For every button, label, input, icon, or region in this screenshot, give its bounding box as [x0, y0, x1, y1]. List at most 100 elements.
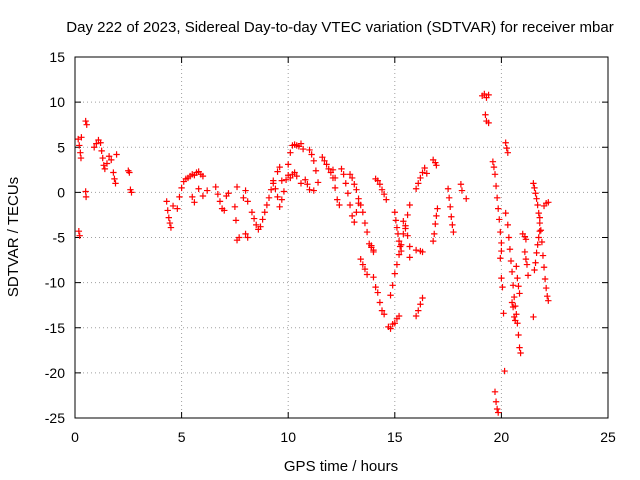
data-point — [533, 249, 540, 257]
data-point — [535, 234, 542, 241]
data-point — [253, 221, 260, 229]
data-point — [285, 161, 292, 168]
data-point — [448, 213, 455, 220]
data-point — [214, 190, 222, 198]
data-point — [397, 247, 405, 255]
data-point — [493, 405, 501, 413]
data-point — [495, 409, 502, 416]
data-point — [498, 274, 505, 282]
data-point — [395, 237, 403, 245]
data-point — [165, 214, 173, 221]
data-point — [167, 224, 175, 231]
data-point — [361, 265, 369, 273]
data-point — [128, 189, 135, 196]
data-point — [353, 186, 360, 193]
data-point — [164, 207, 171, 214]
data-point — [490, 163, 498, 171]
data-point — [112, 180, 119, 187]
data-point — [319, 153, 326, 161]
data-point — [240, 194, 247, 201]
data-point — [421, 164, 428, 172]
data-point — [370, 274, 377, 281]
data-point — [419, 294, 426, 302]
data-point — [536, 227, 543, 235]
data-point — [83, 121, 90, 128]
data-point — [235, 234, 243, 241]
data-point — [336, 201, 343, 209]
data-point — [310, 187, 317, 194]
data-point — [517, 349, 524, 357]
data-point — [502, 139, 509, 146]
data-point — [534, 241, 541, 248]
data-point — [412, 185, 420, 192]
data-point — [378, 186, 386, 193]
data-point — [293, 172, 300, 180]
data-point — [342, 180, 349, 187]
data-point — [212, 183, 219, 191]
data-point — [530, 180, 537, 187]
data-point — [530, 313, 537, 321]
data-point — [387, 325, 394, 332]
data-point — [321, 157, 328, 164]
data-point — [357, 201, 364, 209]
data-point — [540, 264, 548, 271]
y-tick-label: -15 — [45, 320, 65, 336]
data-point — [457, 181, 465, 188]
data-point — [536, 214, 543, 221]
data-point — [82, 193, 90, 201]
data-point — [415, 180, 422, 187]
data-point — [505, 234, 513, 241]
data-point — [449, 221, 456, 229]
data-point — [280, 188, 288, 195]
data-point — [353, 209, 360, 216]
chart-title: Day 222 of 2023, Sidereal Day-to-day VTE… — [66, 19, 613, 36]
data-point — [359, 209, 367, 216]
data-point — [395, 251, 403, 258]
data-point — [97, 139, 104, 146]
data-point — [178, 184, 185, 192]
data-point — [501, 367, 508, 375]
x-tick-label: 15 — [387, 429, 403, 445]
data-point — [522, 236, 530, 243]
data-point — [537, 227, 545, 234]
data-point — [282, 176, 290, 183]
data-point — [191, 199, 198, 206]
data-point — [225, 190, 232, 197]
data-point — [536, 219, 543, 227]
data-point — [108, 156, 115, 164]
data-point — [539, 252, 547, 259]
data-point — [396, 243, 404, 250]
data-point — [376, 181, 384, 188]
x-tick-label: 10 — [280, 429, 296, 445]
data-point — [406, 254, 413, 261]
data-point — [75, 227, 83, 235]
x-tick-label: 25 — [600, 429, 616, 445]
data-point — [392, 217, 400, 224]
data-point — [216, 198, 224, 205]
data-point — [287, 149, 294, 156]
data-point — [393, 261, 401, 268]
data-point — [169, 202, 177, 210]
data-point — [199, 192, 207, 200]
data-point — [261, 209, 268, 216]
data-point — [495, 205, 502, 212]
data-point — [380, 190, 388, 198]
data-point — [302, 176, 309, 183]
data-point — [544, 292, 551, 300]
data-point — [509, 303, 517, 311]
data-point — [374, 177, 381, 184]
data-point — [400, 218, 407, 225]
data-point — [267, 186, 275, 193]
data-point — [497, 255, 504, 262]
data-point — [312, 167, 320, 174]
data-point — [491, 388, 499, 396]
data-point — [272, 185, 279, 192]
data-point — [346, 171, 354, 178]
data-point — [242, 230, 249, 238]
data-point — [492, 182, 500, 190]
data-point — [76, 142, 83, 149]
y-tick-label: -25 — [45, 410, 65, 426]
data-point — [82, 117, 89, 125]
data-point — [500, 310, 507, 317]
